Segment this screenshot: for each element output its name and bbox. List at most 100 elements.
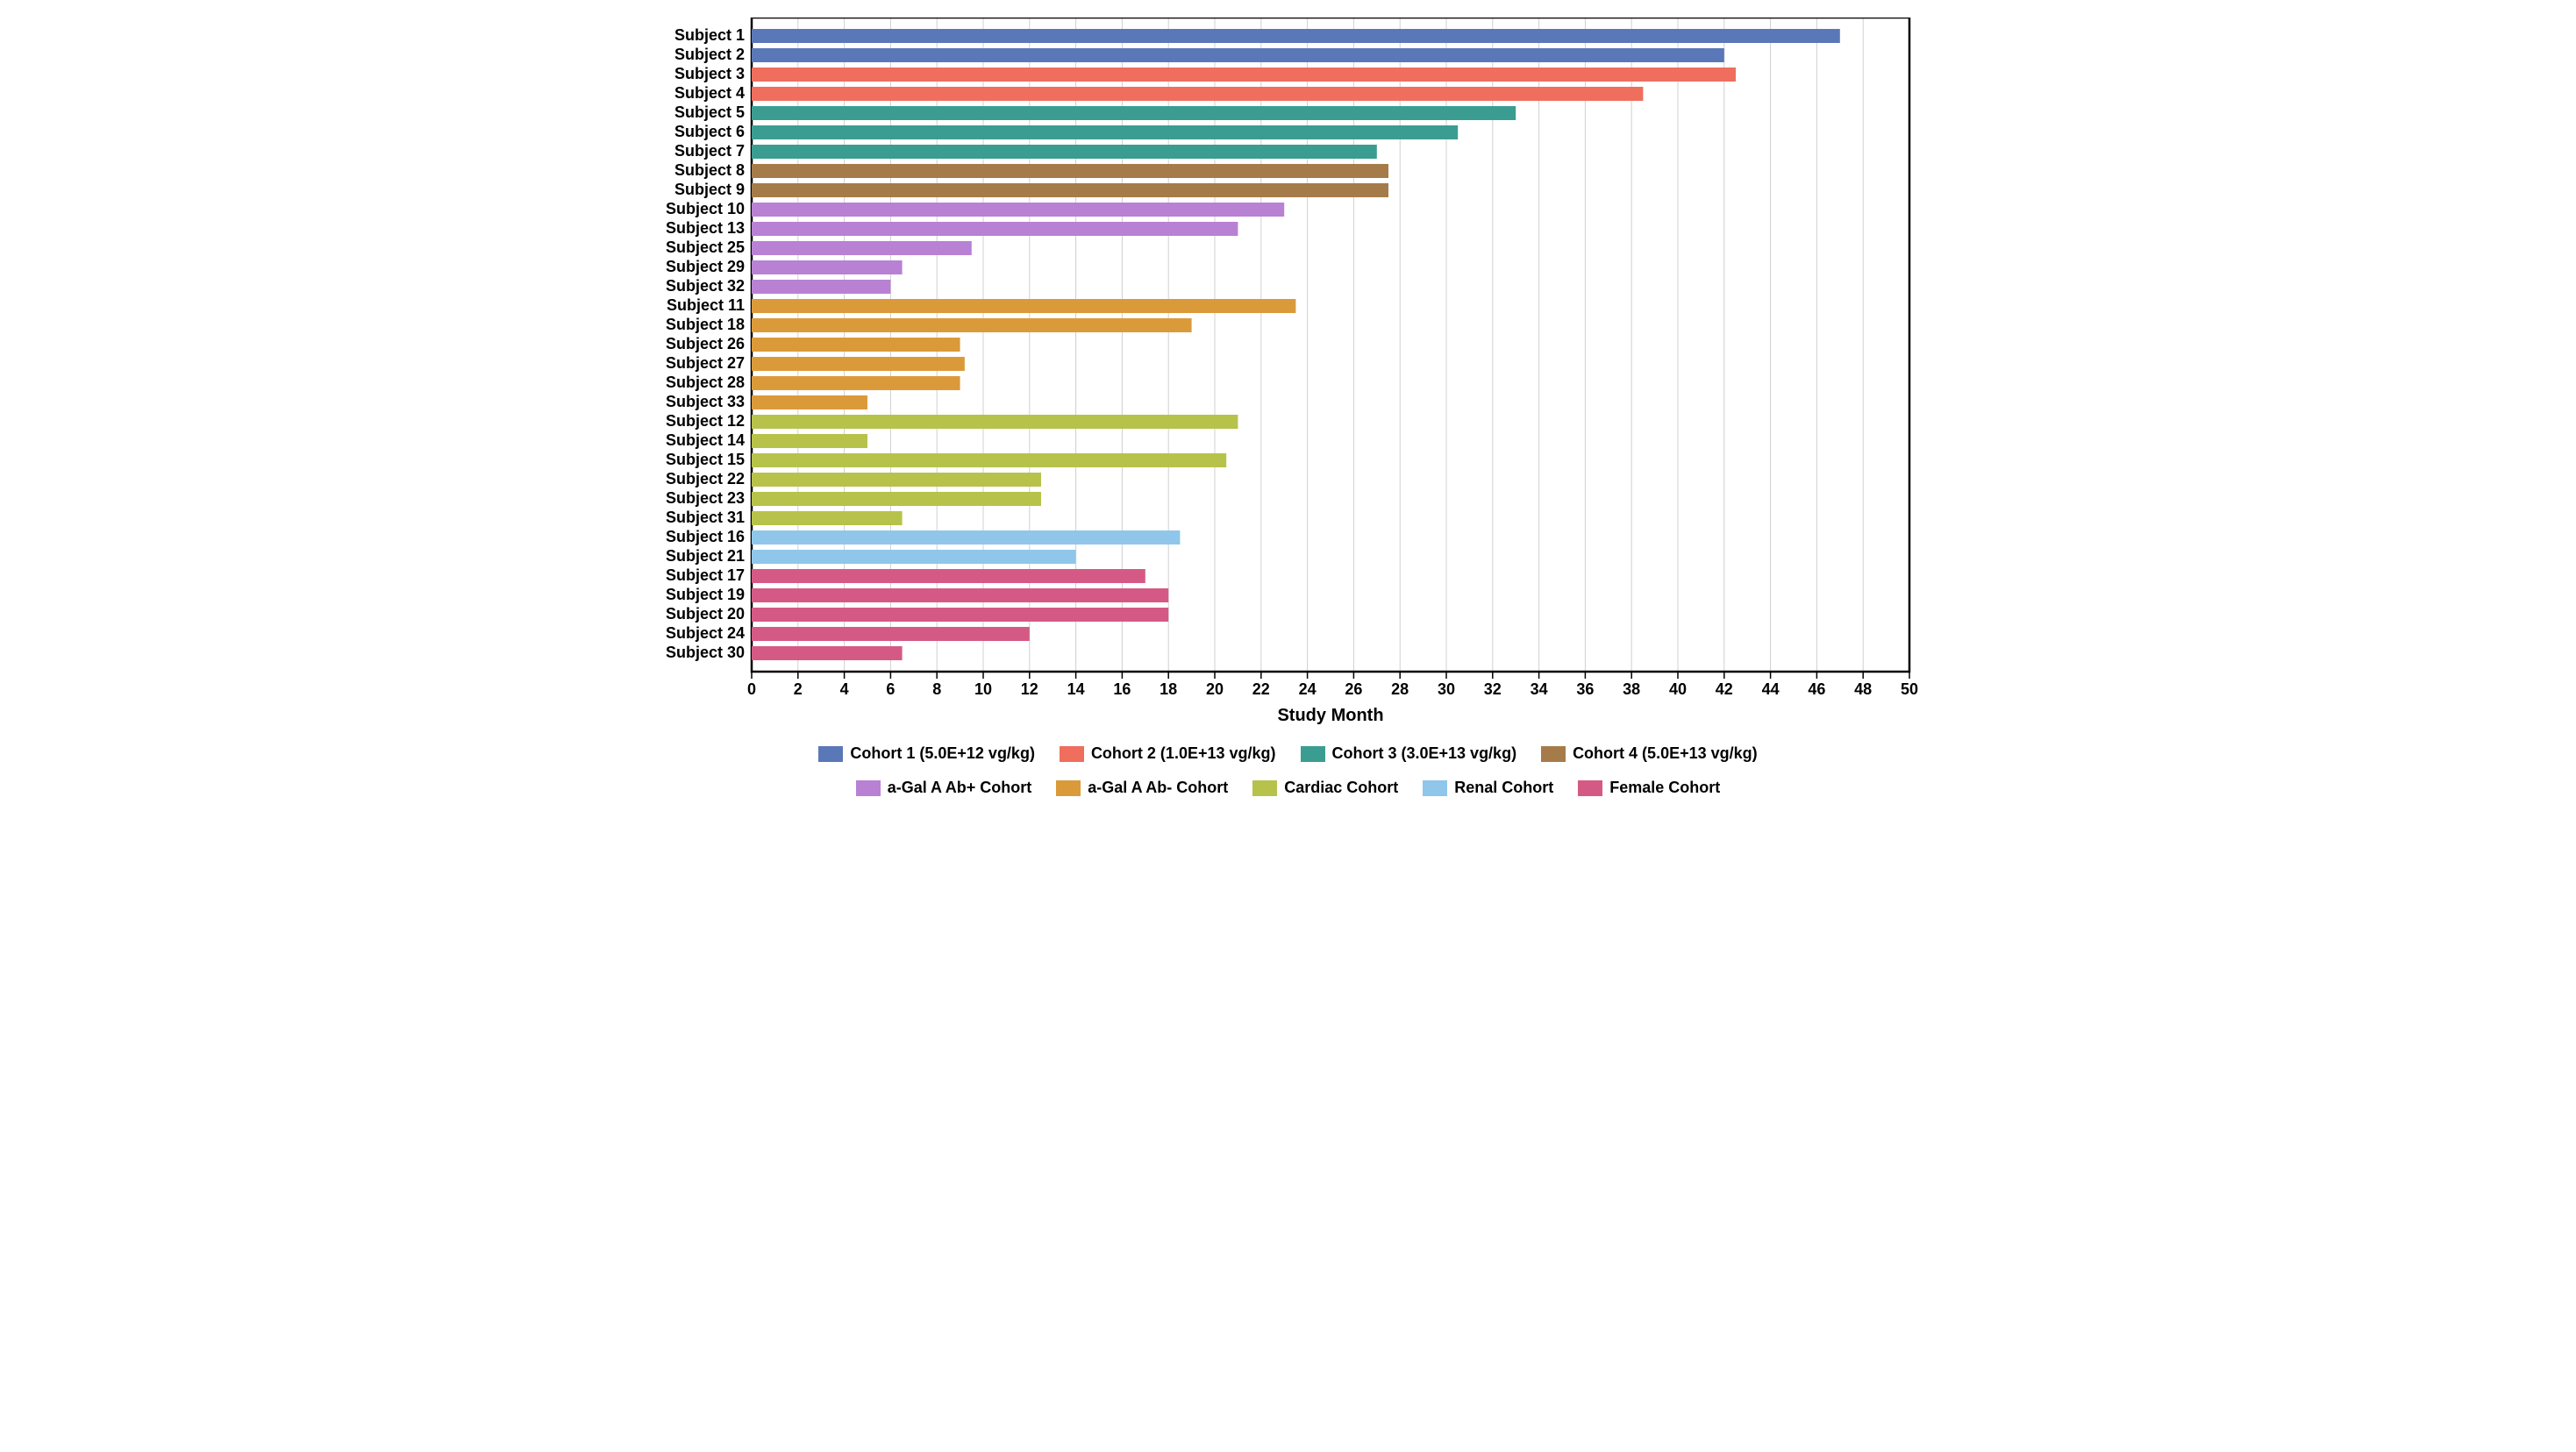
bar — [752, 48, 1724, 62]
bar — [752, 608, 1168, 622]
bar — [752, 164, 1388, 178]
subject-label: Subject 30 — [665, 644, 744, 661]
legend-swatch — [818, 746, 843, 762]
x-tick-label: 50 — [1900, 680, 1917, 698]
x-tick-label: 12 — [1020, 680, 1038, 698]
subject-label: Subject 31 — [665, 509, 744, 526]
legend-label: Renal Cohort — [1454, 779, 1553, 797]
x-tick-label: 6 — [886, 680, 895, 698]
bar — [752, 415, 1238, 429]
legend-label: a-Gal A Ab+ Cohort — [888, 779, 1032, 797]
bar — [752, 87, 1643, 101]
bar — [752, 473, 1041, 487]
bar — [752, 222, 1238, 236]
subject-label: Subject 7 — [674, 142, 744, 160]
subject-label: Subject 21 — [665, 547, 744, 565]
subject-label: Subject 17 — [665, 566, 744, 584]
legend-label: Cardiac Cohort — [1284, 779, 1398, 797]
subject-label: Subject 15 — [665, 451, 744, 468]
subject-label: Subject 28 — [665, 374, 744, 391]
subject-label: Subject 9 — [674, 181, 744, 198]
subject-label: Subject 1 — [674, 26, 744, 44]
bar — [752, 203, 1284, 217]
subject-label: Subject 13 — [665, 219, 744, 237]
x-tick-label: 30 — [1437, 680, 1454, 698]
legend-item: a-Gal A Ab- Cohort — [1056, 779, 1228, 797]
subject-label: Subject 16 — [665, 528, 744, 545]
subject-label: Subject 33 — [665, 393, 744, 410]
bar — [752, 511, 903, 525]
subject-label: Subject 23 — [665, 489, 744, 507]
x-tick-label: 48 — [1854, 680, 1872, 698]
subject-label: Subject 14 — [665, 431, 744, 449]
legend-swatch — [1252, 780, 1277, 796]
bar — [752, 106, 1516, 120]
x-tick-label: 8 — [932, 680, 941, 698]
legend-item: Cardiac Cohort — [1252, 779, 1398, 797]
bar — [752, 376, 960, 390]
subject-label: Subject 24 — [665, 624, 744, 642]
bar — [752, 125, 1458, 139]
bar — [752, 530, 1180, 544]
x-tick-label: 22 — [1252, 680, 1269, 698]
x-tick-label: 2 — [793, 680, 802, 698]
bar — [752, 492, 1041, 506]
x-tick-label: 28 — [1391, 680, 1409, 698]
legend-swatch — [1541, 746, 1566, 762]
bar — [752, 395, 867, 409]
subject-label: Subject 11 — [666, 296, 744, 314]
bar — [752, 68, 1736, 82]
bar — [752, 357, 965, 371]
legend-swatch — [1056, 780, 1081, 796]
bar — [752, 550, 1076, 564]
legend-item: Cohort 2 (1.0E+13 vg/kg) — [1060, 744, 1276, 763]
subject-label: Subject 29 — [665, 258, 744, 275]
x-tick-label: 32 — [1483, 680, 1501, 698]
legend-label: Cohort 1 (5.0E+12 vg/kg) — [850, 744, 1035, 763]
x-tick-label: 0 — [746, 680, 755, 698]
subject-label: Subject 5 — [674, 103, 744, 121]
subject-label: Subject 2 — [674, 46, 744, 63]
legend-item: Cohort 1 (5.0E+12 vg/kg) — [818, 744, 1035, 763]
chart-container: 0246810121416182022242628303234363840424… — [648, 18, 1929, 797]
legend-swatch — [1301, 746, 1325, 762]
study-month-bar-chart: 0246810121416182022242628303234363840424… — [648, 18, 1927, 728]
legend-swatch — [1423, 780, 1447, 796]
x-tick-label: 44 — [1761, 680, 1779, 698]
x-tick-label: 26 — [1345, 680, 1362, 698]
legend-swatch — [1060, 746, 1084, 762]
subject-label: Subject 18 — [665, 316, 744, 333]
x-tick-label: 40 — [1668, 680, 1686, 698]
subject-label: Subject 8 — [674, 161, 744, 179]
bar — [752, 145, 1377, 159]
bar — [752, 646, 903, 660]
legend-item: Cohort 3 (3.0E+13 vg/kg) — [1301, 744, 1517, 763]
legend-label: Cohort 3 (3.0E+13 vg/kg) — [1332, 744, 1517, 763]
bar — [752, 588, 1168, 602]
subject-label: Subject 6 — [674, 123, 744, 140]
legend-item: Cohort 4 (5.0E+13 vg/kg) — [1541, 744, 1758, 763]
x-tick-label: 20 — [1205, 680, 1223, 698]
x-tick-label: 42 — [1715, 680, 1732, 698]
legend-item: a-Gal A Ab+ Cohort — [856, 779, 1032, 797]
bar — [752, 569, 1145, 583]
x-tick-label: 18 — [1160, 680, 1177, 698]
subject-label: Subject 10 — [665, 200, 744, 217]
subject-label: Subject 25 — [665, 238, 744, 256]
x-tick-label: 14 — [1067, 680, 1084, 698]
bar — [752, 241, 972, 255]
subject-label: Subject 32 — [665, 277, 744, 295]
x-tick-label: 4 — [839, 680, 848, 698]
legend-swatch — [856, 780, 881, 796]
legend-swatch — [1578, 780, 1602, 796]
legend-label: Cohort 2 (1.0E+13 vg/kg) — [1091, 744, 1276, 763]
x-axis-title: Study Month — [1277, 706, 1383, 725]
bar — [752, 29, 1840, 43]
bar — [752, 280, 890, 294]
subject-label: Subject 3 — [674, 65, 744, 82]
bar — [752, 299, 1295, 313]
subject-label: Subject 4 — [674, 84, 744, 102]
bar — [752, 453, 1226, 467]
x-tick-label: 36 — [1576, 680, 1594, 698]
bar — [752, 183, 1388, 197]
